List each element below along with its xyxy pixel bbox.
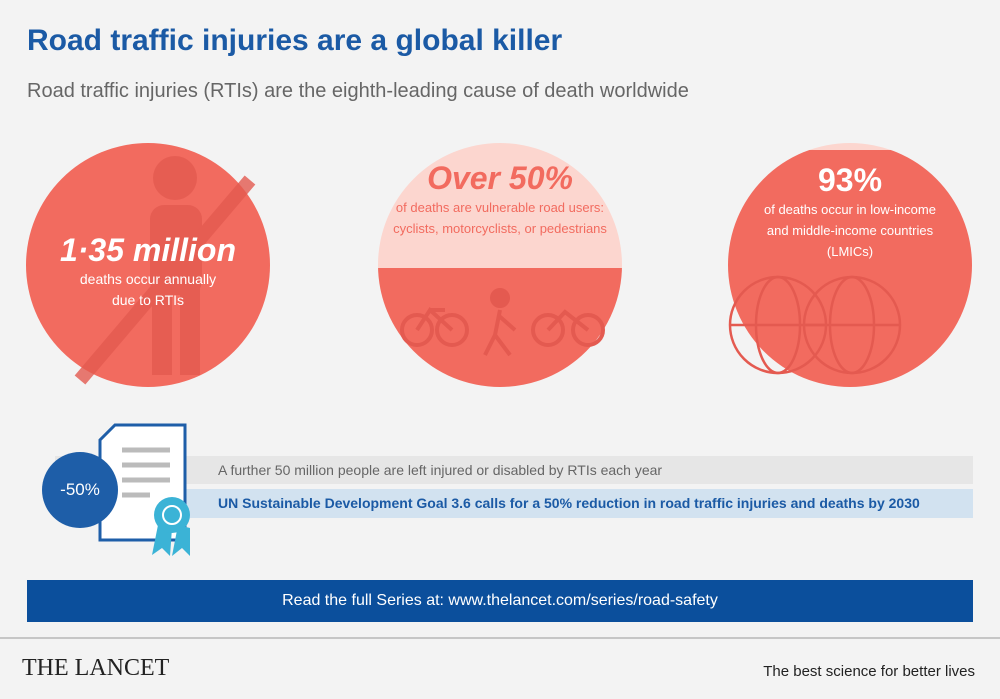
headline: Over 50% (427, 160, 573, 196)
line: (LMICs) (826, 244, 874, 259)
tagline: The best science for better lives (763, 663, 975, 680)
line: of deaths are vulnerable road users: (395, 200, 605, 215)
circle-text: 1·35 million deaths occur annually due t… (18, 232, 278, 311)
brand: THE LANCET (22, 655, 170, 681)
document-icon (98, 423, 190, 556)
note: A further 50 million people are left inj… (218, 462, 663, 478)
note-bar (55, 489, 973, 518)
note: UN Sustainable Development Goal 3.6 call… (218, 495, 920, 511)
badge-label: -50% (60, 480, 100, 499)
line: deaths occur annually (79, 271, 217, 287)
title: Road traffic injuries are a global kille… (27, 24, 563, 57)
circle (728, 143, 972, 387)
circle-text: 93% of deaths occur in low-income and mi… (720, 162, 980, 262)
line: cyclists, motorcyclists, or pedestrians (393, 221, 607, 236)
badge (42, 452, 118, 528)
line: and middle-income countries (766, 223, 934, 238)
headline: 1·35 million (59, 232, 237, 268)
line: due to RTIs (111, 292, 185, 308)
subtitle: Road traffic injuries (RTIs) are the eig… (27, 80, 689, 102)
circle-text: Over 50% of deaths are vulnerable road u… (370, 160, 630, 239)
globe-icons (728, 275, 902, 375)
banner[interactable]: Read the full Series at: www.thelancet.c… (27, 580, 973, 622)
headline: 93% (817, 162, 883, 198)
line: of deaths occur in low-income (764, 202, 936, 217)
road-user-icons (400, 288, 605, 357)
circle (26, 143, 270, 387)
note-bar (55, 456, 973, 484)
person-icon (74, 156, 256, 385)
